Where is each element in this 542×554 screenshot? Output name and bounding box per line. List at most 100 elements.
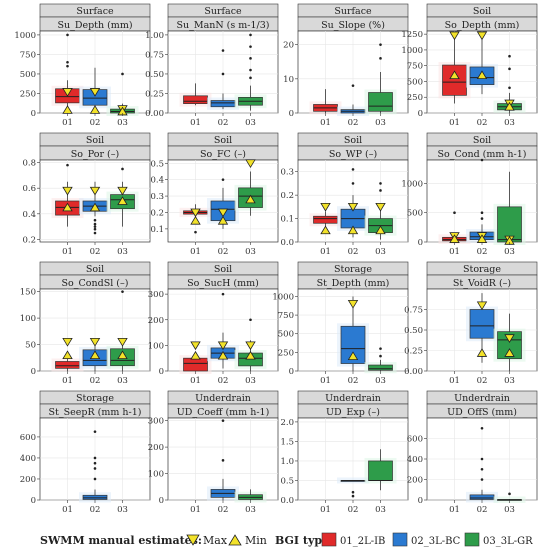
y-tick-label: 1000: [401, 46, 423, 56]
panel-title: St_Depth (mm): [317, 278, 390, 289]
outlier-point: [93, 456, 97, 460]
min-estimate-marker: [190, 350, 201, 360]
legend-min-label: Min: [245, 534, 267, 547]
panel-so-cond-mm-h-1: Soil So_Cond (mm h-1) 0 500 1000 01 02 03: [401, 132, 538, 257]
y-tick-label: 300: [148, 290, 164, 300]
y-tick-label: 0.50: [145, 70, 164, 80]
min-estimate-marker: [217, 215, 229, 225]
x-tick-label: 01: [449, 247, 460, 257]
y-tick-label: 0: [31, 496, 36, 506]
panel-group-label: Underdrain: [325, 393, 381, 404]
legend-manual-label: SWMM manual estimates:: [40, 534, 202, 547]
box-iqr-01: [183, 95, 208, 104]
y-tick-label: 100: [148, 341, 164, 351]
y-tick-label: 200: [407, 476, 423, 486]
box-iqr-02: [82, 494, 108, 500]
panel-title: So_CondSl (–): [62, 278, 129, 289]
x-tick-label: 01: [320, 118, 331, 128]
outlier-point: [508, 67, 511, 71]
panel-group-label: Underdrain: [195, 393, 251, 404]
outlier-point: [93, 222, 97, 226]
y-tick-label: 300: [148, 417, 164, 427]
y-tick-label: 1000: [272, 292, 294, 302]
panel-so-fc: Soil So_FC (–) 0.1 0.2 0.3 0.4 0.5 01 02 03: [150, 132, 279, 257]
legend-swatch-01: [321, 532, 337, 547]
x-tick-label: 02: [348, 118, 359, 128]
panel-title: So_Cond (mm h-1): [437, 149, 526, 160]
outlier-point: [379, 189, 382, 192]
outlier-point: [221, 292, 225, 296]
x-tick-label: 02: [90, 247, 101, 257]
x-tick-label: 02: [90, 376, 101, 386]
y-tick-label: 20: [283, 41, 294, 51]
max-estimate-marker: [245, 341, 256, 351]
panel-group-label: Soil: [473, 135, 491, 146]
outlier-point: [379, 354, 382, 358]
y-tick-label: 0.1: [150, 225, 164, 235]
y-tick-label: 0.00: [404, 367, 423, 377]
y-tick-label: 1.5: [280, 437, 294, 447]
min-estimate-marker: [117, 350, 128, 360]
x-tick-label: 03: [117, 247, 128, 257]
x-tick-label: 02: [218, 247, 229, 257]
outlier-point: [249, 76, 252, 80]
y-tick-label: 500: [407, 77, 423, 87]
outlier-point: [480, 457, 484, 461]
min-estimate-marker: [245, 194, 256, 204]
y-tick-label: 0: [289, 109, 294, 119]
outlier-point: [480, 426, 484, 430]
outlier-point: [121, 290, 124, 293]
outlier-point: [508, 54, 511, 58]
y-tick-label: 1250: [401, 30, 423, 40]
max-estimate-marker: [476, 301, 488, 311]
outlier-point: [93, 231, 97, 235]
x-tick-label: 03: [245, 118, 256, 128]
x-tick-label: 03: [117, 376, 128, 386]
outlier-point: [249, 45, 252, 48]
y-tick-label: 0.4: [150, 176, 164, 186]
panel-group-label: Storage: [463, 264, 501, 275]
box-iqr-03: [368, 364, 393, 371]
panel-so-wp: Soil So_WP (–) 0.0 0.1 0.2 0.3 01 02 03: [280, 132, 409, 257]
x-tick-label: 01: [190, 247, 201, 257]
panel-title: Su_Slope (%): [321, 20, 385, 31]
max-estimate-marker: [89, 338, 101, 347]
outlier-point: [194, 230, 197, 234]
y-tick-label: 0: [159, 496, 164, 506]
x-tick-label: 03: [375, 118, 386, 128]
max-estimate-marker: [117, 338, 128, 347]
outlier-point: [66, 33, 69, 37]
panel-group-label: Underdrain: [454, 393, 510, 404]
y-tick-label: 600: [407, 435, 423, 445]
y-tick-label: 250: [407, 93, 423, 103]
legend-max-label: Max: [203, 534, 228, 547]
panel-st-depth-mm: Storage St_Depth (mm) 0 250 500 750 1000 01 02 03: [272, 261, 409, 386]
legend-swatch-02: [392, 532, 408, 547]
x-tick-label: 01: [320, 376, 331, 386]
outlier-point: [66, 163, 69, 167]
y-tick-label: 400: [407, 455, 423, 465]
x-tick-label: 01: [62, 118, 73, 128]
outlier-point: [249, 318, 252, 322]
box-iqr-02: [469, 494, 495, 500]
panel-so-por: Soil So_Por (–) 0.2 0.4 0.6 0.8 01 02 03: [22, 132, 151, 257]
outlier-point: [379, 43, 382, 46]
x-tick-label: 03: [375, 247, 386, 257]
x-tick-label: 01: [320, 247, 331, 257]
panel-title: St_SeepR (mm h-1): [49, 407, 142, 418]
x-tick-label: 01: [449, 376, 460, 386]
y-tick-label: 600: [20, 433, 36, 443]
outlier-point: [93, 477, 97, 481]
panel-title: Su_ManN (s m-1/3): [176, 20, 269, 31]
y-tick-label: 100: [148, 470, 164, 480]
x-tick-label: 03: [245, 505, 256, 515]
y-tick-label: 0.8: [22, 159, 36, 169]
x-tick-label: 01: [449, 118, 460, 128]
y-tick-label: 0.2: [280, 191, 294, 201]
y-tick-label: 400: [20, 454, 36, 464]
legend-series-02: 02_3L-BC: [411, 536, 461, 547]
y-tick-label: 50: [25, 341, 36, 351]
panel-ud-offs-mm: Underdrain UD_OffS (mm) 0 200 400 600 01 02 03: [407, 390, 538, 515]
outlier-point: [249, 33, 252, 37]
y-tick-label: 2.0: [280, 418, 294, 428]
